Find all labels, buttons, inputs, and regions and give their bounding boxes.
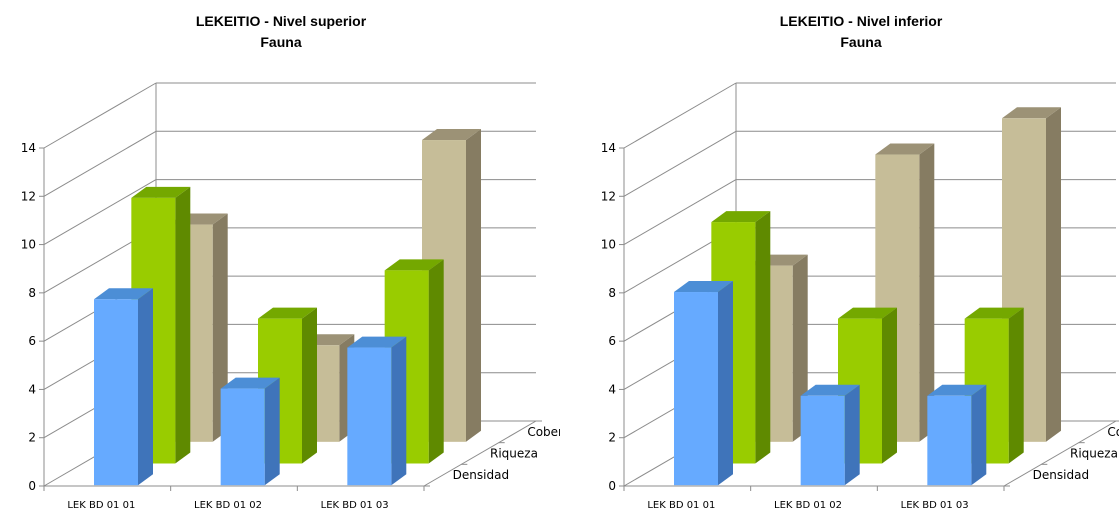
bar-densidad-3 bbox=[927, 384, 987, 486]
plot-area-1: 0 2 4 6 8 10 12 14 LEK BD 01 01 LEK BD 01 02 LEK B… bbox=[601, 82, 1119, 510]
chart-subtitle: Fauna bbox=[260, 34, 301, 50]
bar-riqueza-2 bbox=[838, 307, 897, 464]
y-tick-label: 8 bbox=[28, 286, 36, 300]
bar-top-face bbox=[131, 186, 191, 198]
bar-side-face bbox=[466, 129, 481, 442]
chart-panel-superior: LEKEITIO - Nivel superior Fauna 0 2 4 6 8 10 1… bbox=[21, 13, 560, 510]
bar-side-face bbox=[428, 259, 444, 464]
side-wall-gridline bbox=[43, 82, 157, 149]
chart-subtitle: Fauna bbox=[840, 34, 881, 50]
chart-title: LEKEITIO - Nivel inferior bbox=[780, 13, 943, 29]
bar-densidad-3 bbox=[347, 336, 407, 486]
bar-side-face bbox=[971, 384, 987, 486]
bar-top-face bbox=[422, 129, 481, 140]
x-tick-label: LEK BD 01 03 bbox=[321, 500, 389, 510]
bar-densidad-1 bbox=[674, 281, 733, 486]
y-tick-label: 2 bbox=[28, 431, 36, 445]
y-tick-label: 2 bbox=[608, 431, 616, 445]
y-tick-label: 0 bbox=[28, 479, 36, 493]
bar-top-face bbox=[94, 288, 153, 300]
y-tick-label: 12 bbox=[601, 189, 616, 203]
bar-top-face bbox=[838, 307, 897, 319]
bar-side-face bbox=[882, 307, 897, 464]
series-axis-label: Cobertura bbox=[1107, 425, 1119, 439]
series-axis-label: Riqueza bbox=[490, 447, 538, 461]
bar-side-face bbox=[1008, 307, 1024, 464]
chart-title: LEKEITIO - Nivel superior bbox=[196, 13, 367, 29]
y-tick-label: 10 bbox=[21, 238, 36, 252]
bar-top-face bbox=[220, 377, 280, 389]
depth-axis-line bbox=[423, 420, 537, 487]
series-axis-label: Densidad bbox=[1033, 468, 1089, 482]
bar-top-face bbox=[964, 307, 1024, 319]
bar-side-face bbox=[212, 213, 228, 442]
bar-side-face bbox=[755, 211, 771, 464]
bar-side-face bbox=[919, 143, 935, 442]
y-tick-label: 0 bbox=[608, 479, 616, 493]
bar-densidad-2 bbox=[800, 384, 860, 486]
bar-front-face bbox=[674, 292, 718, 486]
side-wall-gridline bbox=[623, 82, 737, 149]
bar-top-face bbox=[927, 384, 987, 396]
bar-cobertura-2 bbox=[875, 143, 935, 442]
series-axis-label: Riqueza bbox=[1070, 447, 1118, 461]
chart-svg-inferior: LEKEITIO - Nivel inferior Fauna 0 2 4 6 8 10 1… bbox=[601, 13, 1119, 510]
bar-front-face bbox=[94, 299, 138, 486]
bar-top-face bbox=[347, 336, 407, 348]
chart-panel-inferior: LEKEITIO - Nivel inferior Fauna 0 2 4 6 8 10 1… bbox=[580, 0, 1119, 510]
bar-top-face bbox=[384, 259, 444, 271]
bar-cobertura-3 bbox=[1002, 107, 1061, 442]
depth-axis-line bbox=[1003, 420, 1117, 487]
chart-svg-superior: LEKEITIO - Nivel superior Fauna 0 2 4 6 8 10 1… bbox=[21, 13, 560, 510]
x-tick-label: LEK BD 01 01 bbox=[647, 500, 715, 510]
side-wall-gridline bbox=[43, 130, 157, 197]
bar-side-face bbox=[391, 336, 407, 486]
plot-area-0: 0 2 4 6 8 10 12 14 LEK BD 01 01 LEK BD 01 02 LEK B… bbox=[21, 82, 560, 510]
bar-top-face bbox=[711, 211, 771, 223]
y-tick-label: 6 bbox=[608, 334, 616, 348]
side-wall-gridline bbox=[623, 130, 737, 197]
bar-side-face bbox=[302, 307, 317, 464]
bar-side-face bbox=[138, 288, 153, 486]
side-wall-gridline bbox=[43, 179, 157, 246]
bar-top-face bbox=[800, 384, 860, 396]
x-tick-label: LEK BD 01 02 bbox=[774, 500, 842, 510]
y-tick-label: 4 bbox=[28, 382, 36, 396]
bar-side-face bbox=[1046, 107, 1061, 442]
y-tick-label: 14 bbox=[21, 141, 36, 155]
side-wall-gridline bbox=[623, 179, 737, 246]
y-tick-label: 6 bbox=[28, 334, 36, 348]
bar-top-face bbox=[1002, 107, 1061, 119]
y-tick-label: 12 bbox=[21, 189, 36, 203]
x-tick-label: LEK BD 01 02 bbox=[194, 500, 262, 510]
y-tick-label: 10 bbox=[601, 238, 616, 252]
bar-side-face bbox=[718, 281, 733, 486]
bar-densidad-2 bbox=[220, 377, 280, 486]
bar-front-face bbox=[800, 395, 845, 486]
x-tick-label: LEK BD 01 03 bbox=[901, 500, 969, 510]
bar-side-face bbox=[264, 377, 280, 486]
y-tick-label: 14 bbox=[601, 141, 616, 155]
bar-top-face bbox=[258, 307, 317, 319]
series-axis-label: Densidad bbox=[453, 468, 509, 482]
bar-front-face bbox=[347, 347, 392, 486]
bar-side-face bbox=[844, 384, 860, 486]
y-tick-label: 4 bbox=[608, 382, 616, 396]
x-tick-label: LEK BD 01 01 bbox=[67, 500, 135, 510]
bar-front-face bbox=[220, 388, 265, 486]
bar-front-face bbox=[927, 395, 972, 486]
y-tick-label: 8 bbox=[608, 286, 616, 300]
bar-top-face bbox=[674, 281, 733, 292]
series-axis-label: Cobertura bbox=[527, 425, 560, 439]
bar-side-face bbox=[175, 186, 191, 464]
bar-top-face bbox=[875, 143, 935, 155]
bar-densidad-1 bbox=[94, 288, 153, 486]
